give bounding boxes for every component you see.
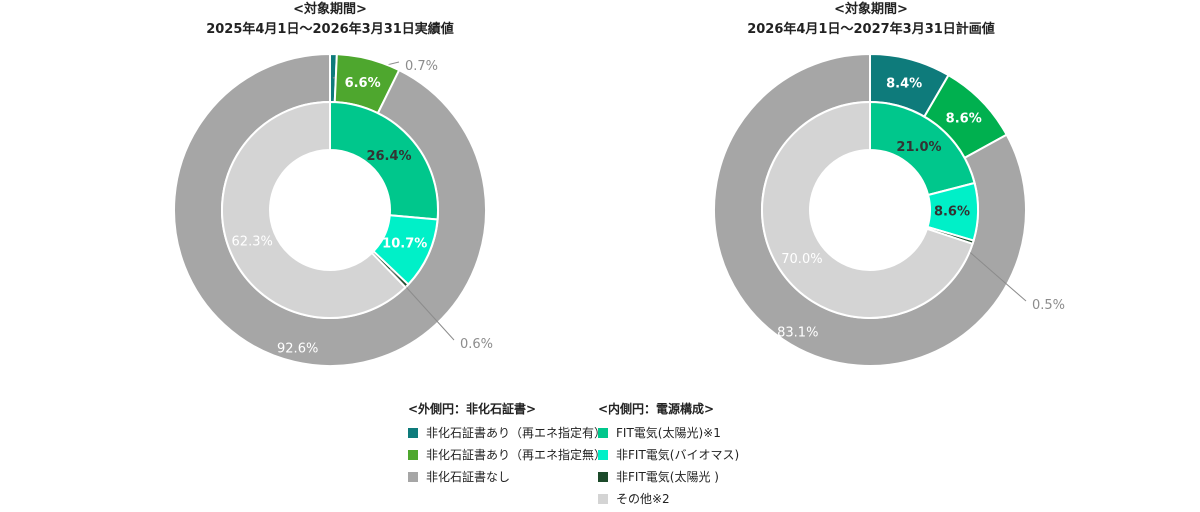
legend-swatch — [598, 450, 608, 460]
legend-outer-heading: <外側円：非化石証書> — [408, 402, 537, 416]
legend-swatch — [408, 428, 418, 438]
legend-outer: <外側円：非化石証書> 非化石証書あり（再エネ指定有） 非化石証書あり（再エネ指… — [408, 400, 606, 490]
legend-item: 非化石証書あり（再エネ指定無） — [408, 446, 606, 468]
legend-label: 非化石証書なし — [426, 470, 511, 484]
chart-title-left: <対象期間> 2025年4月1日～2026年3月31日実績値 — [130, 0, 530, 40]
outer-ring-left-label-1: 6.6% — [345, 76, 381, 91]
legend-label: 非FIT電気(太陽光 ) — [616, 470, 719, 484]
inner-ring-right-slice-3 — [761, 100, 974, 319]
outer-ring-right-label-1: 8.6% — [946, 111, 982, 126]
legend-label: 非FIT電気(バイオマス) — [616, 448, 740, 462]
legend-item: その他※2 — [598, 490, 739, 512]
outer-ring-right-label-2: 83.1% — [777, 325, 818, 340]
outer-ring-left-label-0: 0.7% — [405, 59, 438, 74]
chart-title-right-period: <対象期間> — [834, 2, 908, 17]
chart-title-left-range: 2025年4月1日～2026年3月31日実績値 — [206, 22, 454, 37]
inner-ring-right-label-0: 21.0% — [896, 140, 941, 155]
chart-title-right: <対象期間> 2026年4月1日～2027年3月31日計画値 — [671, 0, 1071, 40]
legend-item: 非化石証書あり（再エネ指定有） — [408, 424, 606, 446]
legend-inner: <内側円：電源構成> FIT電気(太陽光)※1 非FIT電気(バイオマス) 非F… — [598, 400, 739, 512]
outer-ring-left-slice-2 — [173, 52, 487, 367]
outer-ring-left-label-2: 92.6% — [277, 341, 318, 356]
legend-swatch — [598, 472, 608, 482]
inner-ring-left-slice-3 — [221, 100, 407, 319]
legend-item: FIT電気(太陽光)※1 — [598, 424, 739, 446]
legend-item: 非FIT電気(太陽光 ) — [598, 468, 739, 490]
legend-label: その他※2 — [616, 492, 670, 506]
legend-swatch — [408, 472, 418, 482]
legend-swatch — [598, 428, 608, 438]
chart-title-right-range: 2026年4月1日～2027年3月31日計画値 — [747, 22, 995, 37]
donut-charts: 0.7% 6.6% 92.6% 26.4% 10.7% 0.6% 62.3% 8.4% 8.6%… — [173, 52, 1065, 367]
inner-ring-right-label-1: 8.6% — [934, 204, 970, 219]
legend-swatch — [408, 450, 418, 460]
legend-item: 非化石証書なし — [408, 468, 606, 490]
legend-item: 非FIT電気(バイオマス) — [598, 446, 739, 468]
inner-ring-left-label-1: 10.7% — [382, 237, 427, 252]
chart-title-left-period: <対象期間> — [293, 2, 367, 17]
inner-ring-right-label-3: 70.0% — [781, 252, 822, 267]
inner-ring-left-slice-0 — [329, 100, 439, 221]
legend-inner-heading: <内側円：電源構成> — [598, 402, 715, 416]
legend-label: 非化石証書あり（再エネ指定有） — [426, 426, 607, 440]
inner-ring-right-label-2: 0.5% — [1032, 298, 1065, 313]
inner-ring-left-label-3: 62.3% — [232, 235, 273, 250]
inner-ring-left-label-0: 26.4% — [366, 149, 411, 164]
legend-label: 非化石証書あり（再エネ指定無） — [426, 448, 607, 462]
outer-ring-right-label-0: 8.4% — [886, 77, 922, 92]
legend-swatch — [598, 494, 608, 504]
legend-label: FIT電気(太陽光)※1 — [616, 426, 721, 440]
inner-ring-left-label-2: 0.6% — [460, 337, 493, 352]
